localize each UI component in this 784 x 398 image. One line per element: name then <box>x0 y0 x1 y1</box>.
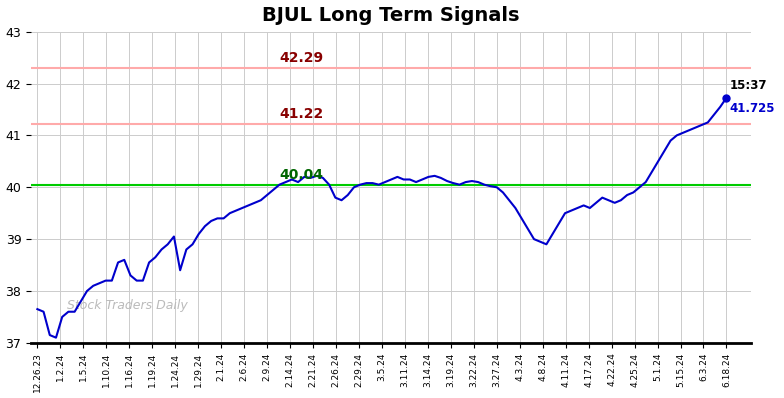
Text: 41.22: 41.22 <box>279 107 324 121</box>
Text: 15:37: 15:37 <box>730 78 767 92</box>
Text: 41.725: 41.725 <box>730 102 775 115</box>
Title: BJUL Long Term Signals: BJUL Long Term Signals <box>263 6 520 25</box>
Text: 42.29: 42.29 <box>280 51 324 65</box>
Text: Stock Traders Daily: Stock Traders Daily <box>67 299 188 312</box>
Text: 40.04: 40.04 <box>280 168 324 182</box>
